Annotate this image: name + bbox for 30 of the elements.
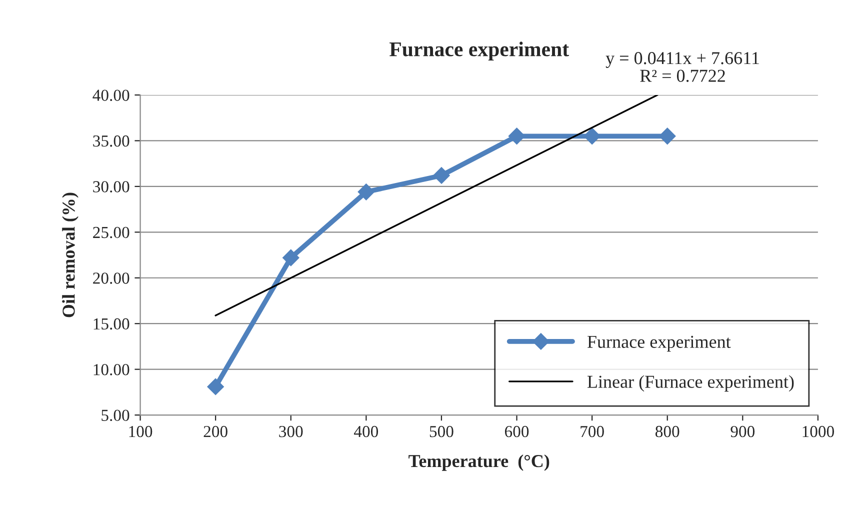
x-tick-label: 700 xyxy=(580,426,604,438)
x-axis-title: Temperature (°C) xyxy=(408,454,550,471)
x-tick-label: 900 xyxy=(730,426,755,438)
legend-label: Linear (Furnace experiment) xyxy=(587,375,794,392)
y-tick-label: 25.00 xyxy=(93,226,130,238)
x-tick-label: 200 xyxy=(204,426,228,438)
x-tick-label: 500 xyxy=(430,426,454,438)
y-tick-label: 5.00 xyxy=(102,410,130,422)
x-tick-label: 600 xyxy=(504,426,529,438)
x-tick-label: 1000 xyxy=(802,426,834,438)
y-tick-label: 10.00 xyxy=(94,364,130,376)
point xyxy=(508,128,526,145)
y-tick-label: 20.00 xyxy=(93,272,130,284)
x-tick-label: 800 xyxy=(656,426,680,438)
y-tick-label: 15.00 xyxy=(94,318,130,330)
x-tick-label: 300 xyxy=(279,426,303,438)
point xyxy=(358,184,375,200)
x-tick-label: 400 xyxy=(354,426,378,438)
legend-label: Furnace experiment xyxy=(587,336,731,352)
y-tick-label: 30.00 xyxy=(93,181,130,192)
point xyxy=(207,378,224,396)
x-tick-label: 100 xyxy=(129,426,152,438)
chart-title: Furnace experiment xyxy=(390,42,569,61)
point xyxy=(282,249,300,266)
text: y = 0.0411x + 7.6611 R² = 0.7722 xyxy=(606,52,759,82)
point xyxy=(433,167,450,184)
y-axis-title: Oil removal (%) xyxy=(62,192,78,318)
y-tick-label: 40.00 xyxy=(92,90,130,102)
y-tick-label: 35.00 xyxy=(93,135,130,147)
point xyxy=(584,128,600,145)
